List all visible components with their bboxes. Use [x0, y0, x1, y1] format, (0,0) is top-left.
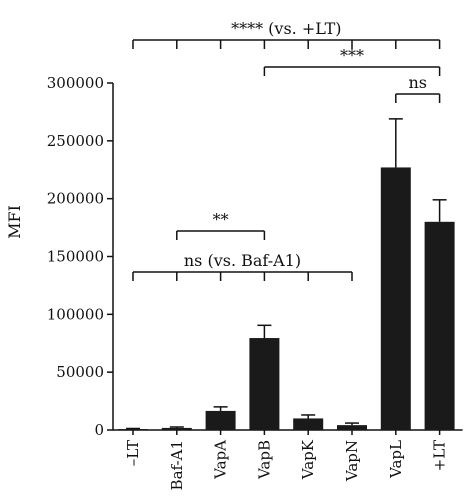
significance-annotations: **** (vs. +LT) *** ns ** ns (vs. Baf-A1): [132, 19, 441, 281]
x-tick-label: –LT: [124, 440, 142, 466]
x-tick-label: +LT: [431, 440, 449, 471]
y-tick-label: 100000: [47, 305, 104, 323]
significance-label: **** (vs. +LT): [231, 19, 341, 38]
y-tick-label: 200000: [47, 190, 104, 208]
bar: [118, 429, 148, 430]
significance-label: ***: [340, 46, 364, 65]
axes: 0 50000 100000 150000 200000 250000 300000 –LT B…: [47, 74, 463, 490]
y-tick-label: 300000: [47, 74, 104, 92]
x-tick-label: Baf-A1: [168, 440, 186, 490]
y-axis-label: MFI: [5, 205, 24, 239]
x-tick-label: VapK: [299, 439, 317, 480]
y-tick-label: 50000: [56, 363, 104, 381]
significance-label: ns (vs. Baf-A1): [184, 251, 301, 270]
x-tick-label: VapL: [387, 440, 405, 479]
bar: [424, 221, 455, 430]
x-tick-label: VapA: [212, 440, 230, 480]
x-tick-label: VapB: [255, 440, 273, 480]
bar: [293, 418, 324, 430]
y-tick-label: 250000: [47, 132, 104, 150]
y-tick-label: 0: [94, 421, 104, 439]
bars-group: [118, 118, 455, 431]
bar: [380, 167, 411, 431]
bar: [337, 425, 367, 430]
bar: [161, 427, 192, 430]
significance-label: **: [213, 210, 229, 229]
x-tick-label: VapN: [343, 440, 361, 482]
bar: [249, 338, 280, 430]
significance-label: ns: [408, 73, 427, 92]
y-tick-label: 150000: [47, 248, 104, 266]
bar: [205, 410, 236, 430]
